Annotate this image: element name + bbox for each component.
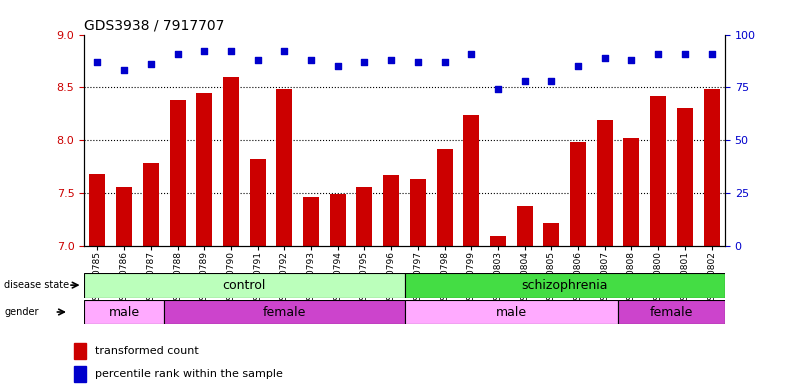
Point [358,59,371,65]
Bar [116,187,132,384]
Bar [543,223,559,384]
Bar [437,149,453,384]
Bar [84,273,405,298]
Bar [74,343,86,359]
Bar [223,77,239,384]
Point [652,51,665,57]
Bar [623,138,639,384]
Bar [74,366,86,382]
Bar [170,100,186,384]
Text: control: control [223,279,266,291]
Point [252,57,264,63]
Point [224,48,237,55]
Point [438,59,451,65]
Point [598,55,611,61]
Bar [250,159,266,384]
Text: percentile rank within the sample: percentile rank within the sample [95,369,284,379]
Text: female: female [263,306,306,318]
Bar [383,175,399,384]
Point [304,57,317,63]
Point [91,59,104,65]
Point [492,86,505,93]
Point [278,48,291,55]
Point [545,78,557,84]
Text: transformed count: transformed count [95,346,199,356]
Bar [405,273,725,298]
Text: disease state: disease state [4,280,69,290]
Bar [410,179,426,384]
Bar [303,197,319,384]
Point [705,51,718,57]
Point [118,68,131,74]
Point [144,61,157,67]
Text: schizophrenia: schizophrenia [521,279,608,291]
Bar [84,300,164,324]
Text: gender: gender [4,307,38,317]
Point [465,51,477,57]
Point [171,51,184,57]
Text: male: male [496,306,527,318]
Point [678,51,691,57]
Bar [164,300,405,324]
Text: male: male [109,306,139,318]
Point [518,78,531,84]
Bar [196,93,212,384]
Bar [90,174,106,384]
Bar [597,120,613,384]
Point [412,59,425,65]
Point [572,63,585,70]
Bar [650,96,666,384]
Bar [570,142,586,384]
Bar [405,300,618,324]
Bar [356,187,372,384]
Text: GDS3938 / 7917707: GDS3938 / 7917707 [84,18,224,32]
Point [198,48,211,55]
Point [384,57,397,63]
Bar [517,206,533,384]
Bar [618,300,725,324]
Text: female: female [650,306,693,318]
Bar [330,194,346,384]
Bar [677,109,693,384]
Point [625,57,638,63]
Bar [703,89,719,384]
Point [332,63,344,70]
Bar [143,164,159,384]
Bar [490,236,506,384]
Bar [463,115,479,384]
Bar [276,89,292,384]
